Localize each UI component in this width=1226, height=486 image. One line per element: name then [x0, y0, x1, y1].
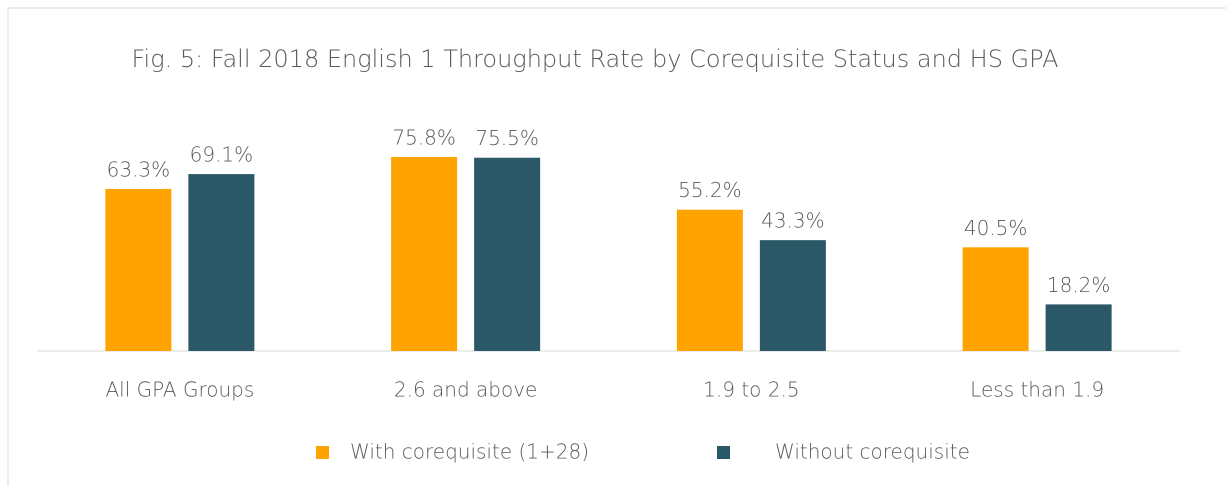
- data-label: 63.3%: [107, 157, 171, 181]
- bar: [962, 247, 1029, 351]
- bar: [391, 156, 458, 351]
- data-label: 40.5%: [964, 216, 1028, 240]
- data-label: 43.3%: [761, 209, 825, 233]
- data-label: 75.5%: [475, 126, 539, 150]
- data-label: 18.2%: [1047, 273, 1111, 297]
- bar: [676, 209, 743, 351]
- legend-swatch: [316, 446, 329, 459]
- legend-swatch: [717, 446, 730, 459]
- data-label: 55.2%: [678, 178, 742, 202]
- bar: [759, 240, 826, 351]
- x-tick-label: 1.9 to 2.5: [703, 378, 799, 402]
- bar: [474, 157, 541, 351]
- x-tick-label: All GPA Groups: [105, 378, 254, 402]
- bar: [1045, 304, 1112, 351]
- frame: [7, 7, 1226, 486]
- bar: [188, 174, 255, 351]
- bar: [105, 188, 172, 351]
- data-label: 75.8%: [392, 125, 456, 149]
- x-tick-label: Less than 1.9: [970, 378, 1104, 402]
- chart-title: Fig. 5: Fall 2018 English 1 Throughput R…: [131, 45, 1059, 73]
- legend-label: With corequisite (1+28): [350, 440, 589, 464]
- data-label: 69.1%: [190, 143, 254, 167]
- legend-label: Without corequisite: [775, 440, 970, 464]
- x-tick-label: 2.6 and above: [394, 378, 537, 402]
